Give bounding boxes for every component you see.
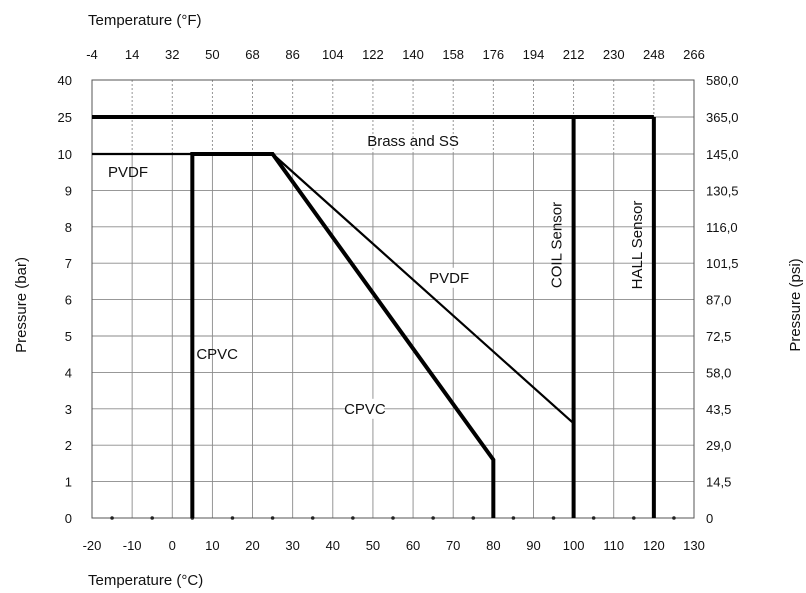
baseline-dot [431, 516, 435, 520]
x-tick-label-f: 122 [362, 47, 384, 62]
x-tick-label-f: 248 [643, 47, 665, 62]
baseline-dot [270, 516, 275, 520]
baseline-dot [551, 516, 556, 520]
x-tick-label-c: -10 [123, 538, 142, 553]
x-tick-label-f: 176 [482, 47, 504, 62]
y-tick-label-bar: 3 [65, 402, 72, 417]
x-tick-label-c: 90 [526, 538, 540, 553]
y-tick-label-psi: 116,0 [706, 220, 738, 235]
x-tick-label-f: 50 [205, 47, 219, 62]
y-tick-label-bar: 9 [65, 183, 72, 198]
x-tick-label-f: 158 [442, 47, 464, 62]
x-tick-label-f: 212 [563, 47, 585, 62]
y-tick-label-psi: 130,5 [706, 183, 739, 198]
y-tick-label-bar: 5 [65, 329, 72, 344]
y-right-axis-title: Pressure (psi) [787, 258, 804, 351]
x-tick-label-f: 266 [683, 47, 705, 62]
x-tick-label-c: 130 [683, 538, 705, 553]
x-tick-label-f: -4 [86, 47, 98, 62]
x-tick-label-c: 40 [326, 538, 340, 553]
baseline-dot [150, 516, 154, 520]
x-tick-label-f: 104 [322, 47, 344, 62]
series-layer [92, 115, 656, 518]
annotation-pvdf: PVDF [108, 164, 148, 181]
baseline-dot [632, 516, 636, 520]
x-top-axis-title: Temperature (°F) [88, 12, 202, 29]
annotation-layer: Brass and SS PVDF PVDF CPVC CPVC COIL Sensor H… [108, 133, 646, 419]
x-bottom-axis-title: Temperature (°C) [88, 572, 203, 589]
y-tick-label-psi: 58,0 [706, 365, 731, 380]
x-tick-label-c: 30 [285, 538, 299, 553]
x-tick-label-c: 20 [245, 538, 259, 553]
baseline-dot [471, 516, 476, 520]
x-tick-label-f: 86 [285, 47, 299, 62]
x-tick-label-c: 110 [603, 538, 624, 553]
y-tick-label-psi: 14,5 [706, 475, 731, 490]
baseline-dot [591, 516, 596, 520]
y-tick-label-bar: 6 [65, 293, 72, 308]
annotation-hall-sensor: HALL Sensor [629, 201, 646, 290]
y-tick-label-bar: 4 [65, 365, 72, 380]
baseline-dot [511, 516, 516, 520]
baseline-dot [672, 516, 676, 520]
x-tick-label-c: 0 [169, 538, 176, 553]
y-tick-label-psi: 365,0 [706, 110, 739, 125]
y-tick-label-bar: 10 [58, 147, 72, 162]
y-tick-label-psi: 29,0 [706, 438, 731, 453]
tick-label-layer: -20 -10 0 10 20 30 40 50 60 70 80 90 100 110 120 130-4 1… [58, 47, 739, 553]
baseline-dot [110, 516, 114, 520]
x-tick-label-f: 68 [245, 47, 259, 62]
annotation-backing [345, 398, 384, 419]
y-tick-label-psi: 43,5 [706, 402, 731, 417]
y-tick-label-bar: 1 [65, 475, 72, 490]
annotation-cpvc: CPVC [344, 401, 386, 418]
y-tick-label-bar: 25 [58, 110, 72, 125]
x-tick-label-c: 70 [446, 538, 460, 553]
y-tick-label-psi: 0 [706, 511, 713, 526]
y-tick-label-psi: 101,5 [706, 256, 739, 271]
x-tick-label-c: 60 [406, 538, 420, 553]
x-tick-label-c: -20 [83, 538, 102, 553]
annotation-coil-sensor: COIL Sensor [549, 202, 566, 288]
y-tick-label-psi: 72,5 [706, 329, 731, 344]
baseline-dot [391, 516, 395, 520]
x-tick-label-f: 32 [165, 47, 179, 62]
x-tick-label-c: 80 [486, 538, 500, 553]
baseline-dot [351, 516, 355, 520]
annotation-backing [430, 267, 469, 288]
y-tick-label-bar: 8 [65, 220, 72, 235]
x-tick-label-c: 100 [563, 538, 585, 553]
x-tick-label-f: 140 [402, 47, 424, 62]
y-tick-label-bar: 0 [65, 511, 72, 526]
x-tick-label-c: 50 [366, 538, 380, 553]
x-tick-label-f: 194 [523, 47, 545, 62]
y-tick-label-psi: 87,0 [706, 293, 731, 308]
series-line-cpvc [190, 152, 496, 518]
annotation-brass-and-ss: Brass and SS [367, 133, 459, 150]
baseline-dot [230, 516, 235, 520]
x-tick-label-f: 230 [603, 47, 625, 62]
x-tick-label-c: 120 [643, 538, 665, 553]
annotation-pvdf: PVDF [429, 270, 469, 287]
y-tick-label-bar: 7 [65, 256, 72, 271]
annotation-cpvc: CPVC [196, 346, 238, 363]
y-tick-label-psi: 580,0 [706, 73, 739, 88]
y-tick-label-bar: 2 [65, 438, 72, 453]
y-tick-label-bar: 40 [58, 73, 72, 88]
x-tick-label-f: 14 [125, 47, 139, 62]
baseline-dot [310, 516, 315, 520]
y-tick-label-psi: 145,0 [706, 147, 739, 162]
x-tick-label-c: 10 [205, 538, 219, 553]
y-left-axis-title: Pressure (bar) [13, 257, 30, 353]
